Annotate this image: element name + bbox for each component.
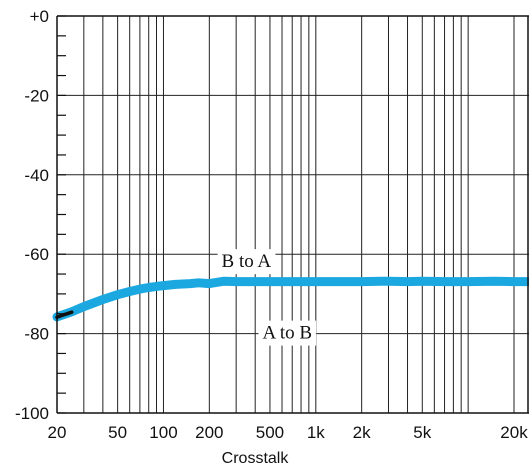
annotation-b-to-a: B to A (217, 249, 276, 275)
series-line-dark (55, 310, 74, 320)
grid (57, 16, 529, 413)
annotation-label: B to A (222, 251, 272, 272)
y-tick-label: -60 (24, 245, 49, 264)
annotation-background (217, 249, 276, 275)
x-tick-label: 20 (48, 423, 67, 442)
x-tick-label: 2k (353, 423, 371, 442)
annotations: B to A A to B (217, 249, 317, 346)
y-tick-label: -40 (24, 166, 49, 185)
annotation-background (258, 320, 317, 346)
series-line-main (52, 276, 529, 322)
y-tick-label: -100 (15, 404, 49, 423)
axes (56, 15, 529, 414)
x-tick-label: 5k (413, 423, 431, 442)
x-tick-label: 500 (256, 423, 284, 442)
series-layer (52, 276, 529, 322)
annotation-label: A to B (262, 323, 312, 344)
x-tick-label: 50 (108, 423, 127, 442)
y-tick-label: -80 (24, 325, 49, 344)
x-tick-label: 200 (195, 423, 223, 442)
x-axis-title: Crosstalk (222, 450, 290, 467)
x-tick-label: 20k (500, 423, 528, 442)
annotation-a-to-b: A to B (258, 320, 317, 346)
x-tick-label: 1k (307, 423, 325, 442)
y-tick-label: +0 (30, 7, 49, 26)
x-tick-label: 100 (149, 423, 177, 442)
y-tick-label: -20 (24, 86, 49, 105)
